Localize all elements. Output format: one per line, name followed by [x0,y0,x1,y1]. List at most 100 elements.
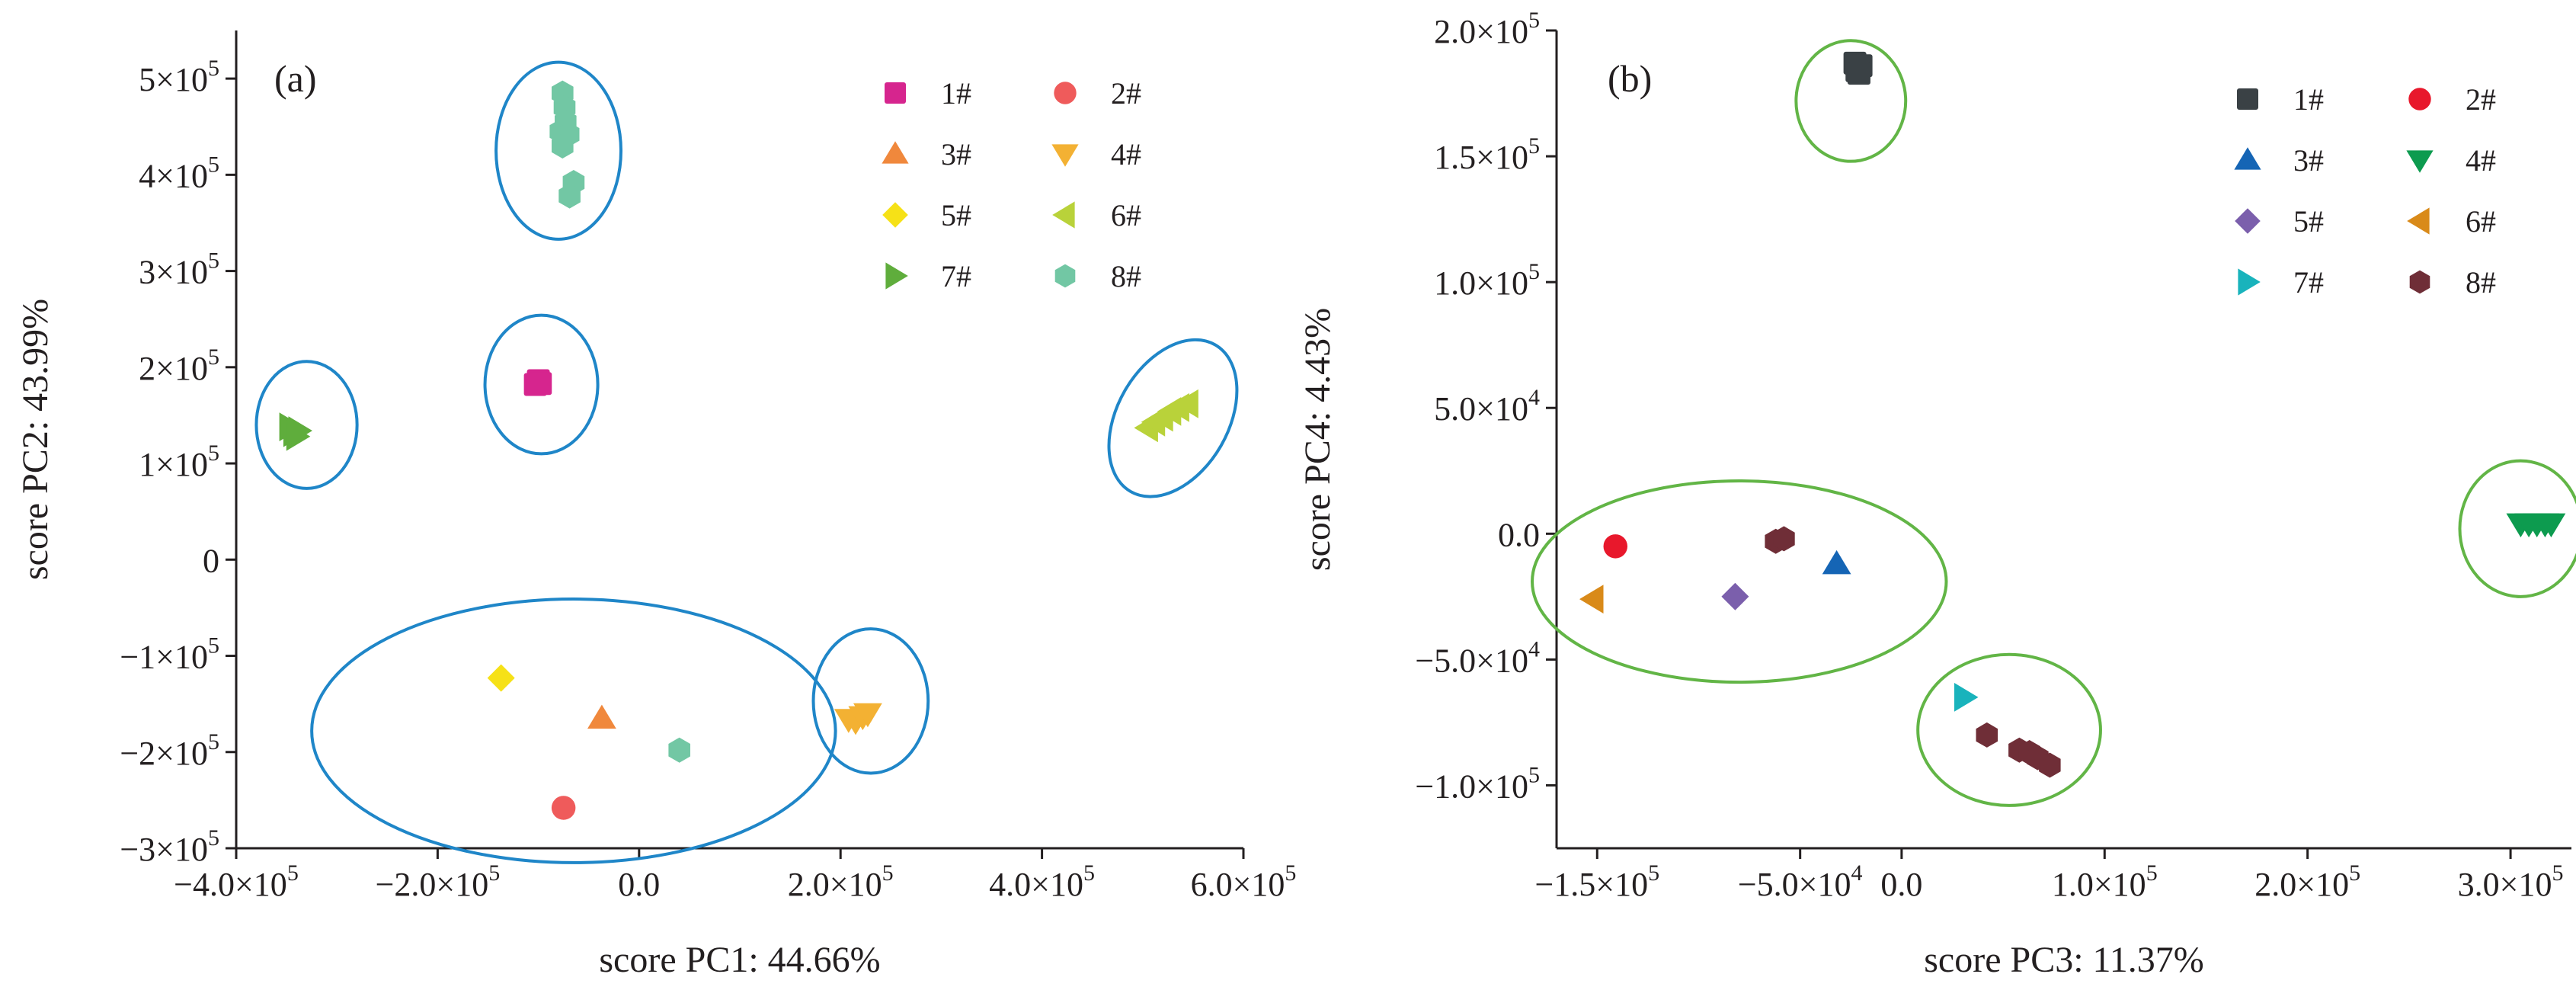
panel-b-series-2 [1603,534,1628,559]
panel-b-cluster-ellipse [1531,479,1948,684]
panel-b-point-6 [1579,585,1604,614]
panel-a-legend-label-4: 4# [1111,137,1141,171]
panel-b-legend-marker-2 [2408,88,2431,111]
panel-a-y-tick-label: 1×105 [139,441,219,483]
panel-b-x-tick-label-mantissa: 1.0×10 [2052,866,2146,903]
panel-a-y-tick-label-exponent: 5 [208,152,219,177]
panel-a-x-tick-label-mantissa: 0.0 [618,866,660,903]
panel-a-y-tick-label-mantissa: 0 [203,542,219,579]
panel-b-y-tick-label-exponent: 5 [1528,762,1540,787]
panel-a-cluster-ellipse [254,360,359,490]
panel-b-y-tick-label-mantissa: −1.0×10 [1415,767,1528,805]
panel-a-y-tick-label-mantissa: 1×10 [139,446,208,483]
panel-b-x-tick-label: 1.0×105 [2052,860,2158,903]
panel-a-legend-label-2: 2# [1111,76,1141,111]
panel-a-series-1 [523,369,552,396]
panel-a-series-3 [587,704,616,729]
panel-a-point-4 [853,703,882,728]
panel-b-x-tick-label-exponent: 5 [2146,860,2158,886]
panel-a-legend-marker-6 [1052,201,1075,229]
panel-b-label: (b) [1608,57,1652,100]
panel-a-point-2 [551,796,576,820]
panel-a-x-tick-label-exponent: 5 [287,860,299,886]
panel-a-legend-label-5: 5# [941,198,971,232]
panel-a-legend-marker-7 [885,262,908,290]
panel-a-y-tick-label-mantissa: 4×10 [139,157,208,194]
panel-a-y-tick-label-exponent: 5 [208,729,219,755]
panel-a-y-tick-label: 2×105 [139,344,219,387]
panel-a-y-tick-label: 4×105 [139,152,219,194]
panel-a-y-tick-label: 5×105 [139,56,219,98]
panel-a-point-8 [668,737,690,763]
panel-b-legend-label-1: 1# [2293,82,2324,117]
panel-a-y-tick-label-exponent: 5 [208,248,219,274]
panel-b-cluster-ellipse [1794,39,1908,163]
panel-a-x-tick-label: 6.0×105 [1191,860,1297,903]
panel-a-y-tick-label-exponent: 5 [208,825,219,851]
panel-a-y-tick-label: −1×105 [120,633,219,676]
panel-b-legend-marker-8 [2409,270,2430,294]
panel-b-legend-marker-5 [2235,208,2261,234]
panel-b-y-tick-label-exponent: 5 [1528,133,1540,159]
panel-a-series-6 [1134,389,1198,443]
panel-a-legend-marker-3 [882,141,909,164]
panel-a-legend-label-8: 8# [1111,259,1141,293]
panel-a-x-axis-label: score PC1: 44.66% [599,940,880,980]
panel-b-x-tick-label-mantissa: −1.5×10 [1534,866,1648,903]
panel-a-x-tick-label-mantissa: 4.0×10 [989,866,1083,903]
panel-b-legend-marker-4 [2406,150,2434,173]
panel-b-x-tick-label: 2.0×105 [2254,860,2360,903]
panel-a-y-tick-label: 3×105 [139,248,219,291]
panel-a-point-1 [529,372,552,396]
panel-b-series-1 [1843,51,1873,85]
panel-b-series-6 [1579,585,1604,614]
panel-b-point-8 [1976,722,1998,748]
panel-b-x-tick-label: −5.0×104 [1738,860,1863,903]
panel-b-y-axis-label: score PC4: 4.43% [1298,308,1338,571]
panel-a-x-tick-label: −2.0×105 [376,860,501,903]
panel-a-y-axis-label: score PC2: 43.99% [15,299,56,580]
panel-b-x-tick-label-mantissa: 3.0×10 [2458,866,2552,903]
panel-b-legend-marker-6 [2407,207,2430,235]
panel-b-y-tick-label: −1.0×105 [1415,762,1540,805]
panel-b-series-7 [1954,683,1979,712]
panel-a-legend-marker-4 [1051,144,1079,167]
panel-a-label: (a) [274,57,317,100]
panel-a-y-tick-label-mantissa: −2×10 [120,735,208,772]
panel-b-y-tick-label-mantissa: 1.5×10 [1434,139,1528,176]
panel-b-legend-label-7: 7# [2293,265,2324,300]
panel-b-y-tick-label-exponent: 4 [1528,385,1540,410]
panel-a-cluster-ellipse [811,627,930,775]
panel-b-series-4 [2506,513,2566,538]
panel-a-series-5 [487,664,515,692]
panel-a-point-5 [487,664,515,692]
panel-b-point-1 [1847,62,1870,85]
panel-b-x-axis-label: score PC3: 11.37% [1924,940,2204,980]
panel-a-y-tick-label-exponent: 5 [208,56,219,81]
panel-b-point-8 [1773,526,1795,552]
panel-a-y-tick-label-mantissa: 3×10 [139,254,208,291]
panel-a-y-tick-label-exponent: 5 [208,344,219,370]
panel-a-x-tick-label-mantissa: 2.0×10 [788,866,882,903]
panel-a-y-tick-label-mantissa: −3×10 [120,831,208,868]
panel-b-legend-label-6: 6# [2466,204,2496,239]
panel-a-point-8 [552,133,574,159]
panel-b-y-tick-label: 1.5×105 [1434,133,1540,176]
panel-b-x-tick-label-exponent: 4 [1851,860,1863,886]
panel-a-y-tick-label-mantissa: 5×10 [139,61,208,98]
panel-b-y-tick-label-mantissa: 1.0×10 [1434,264,1528,302]
panel-a-point-6 [1174,389,1198,418]
panel-b-legend-label-5: 5# [2293,204,2324,239]
panel-a-cluster-ellipse [310,598,837,864]
panel-b-legend-label-4: 4# [2466,143,2496,178]
panel-b-cluster-ellipse [2458,459,2576,598]
panel-b-legend-marker-3 [2234,147,2261,170]
panel-b-y-tick-label-mantissa: 5.0×10 [1434,390,1528,428]
panel-a-series-2 [551,796,576,820]
panel-a-legend-label-7: 7# [941,259,971,293]
panel-b-legend-label-3: 3# [2293,143,2324,178]
panel-b-point-8 [2039,752,2061,778]
panel-b-legend-label-8: 8# [2466,265,2496,300]
